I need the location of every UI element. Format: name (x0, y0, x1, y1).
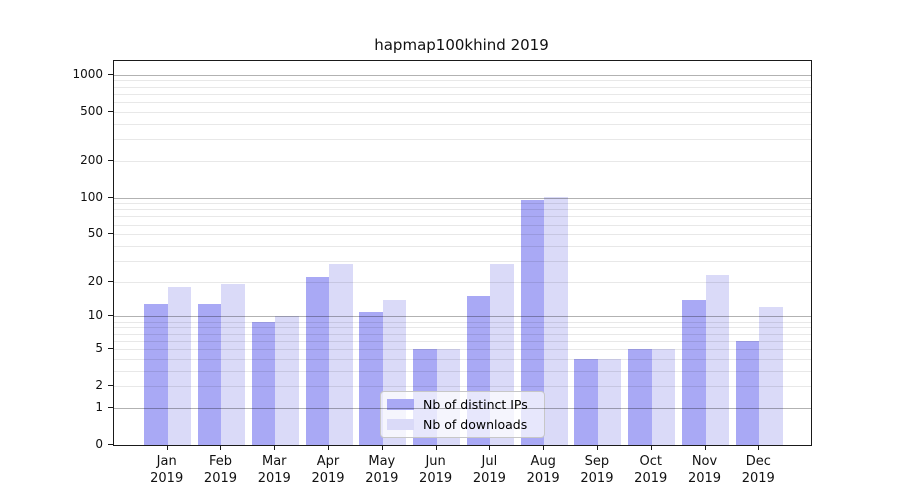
x-tick-mark (489, 445, 491, 450)
y-tick-mark (108, 73, 113, 75)
bar-nb-of-distinct-ips-dec (735, 340, 760, 445)
bar-nb-of-downloads-jan (167, 287, 192, 445)
x-tick-label: Nov 2019 (687, 454, 722, 486)
x-tick-mark (758, 445, 760, 450)
x-tick-label: Aug 2019 (526, 454, 560, 486)
x-tick-label: Oct 2019 (634, 454, 668, 486)
x-tick-label: Jan 2019 (150, 454, 184, 486)
x-tick-label: Mar 2019 (257, 454, 291, 486)
x-tick-mark (328, 445, 330, 450)
x-tick-mark (274, 445, 276, 450)
y-tick-label: 1 (95, 399, 103, 414)
bar-nb-of-downloads-apr (329, 264, 353, 445)
y-tick-mark (108, 444, 113, 445)
legend-label-downloads: Nb of downloads (423, 416, 528, 432)
legend-swatch-downloads (387, 418, 414, 430)
bar-nb-of-distinct-ips-apr (305, 276, 330, 445)
y-tick-mark (108, 196, 113, 198)
y-tick-label: 10 (87, 308, 103, 323)
bar-nb-of-downloads-aug (544, 197, 568, 445)
y-tick-label: 500 (80, 103, 103, 118)
bar-nb-of-downloads-mar (275, 316, 299, 445)
x-tick-label: Jul 2019 (472, 454, 506, 486)
x-tick-mark (435, 445, 437, 450)
legend-label-distinct-ips: Nb of distinct IPs (423, 397, 528, 413)
y-tick-label: 200 (80, 152, 103, 167)
bar-nb-of-distinct-ips-may (359, 311, 383, 445)
legend-row-downloads: Nb of downloads (387, 415, 538, 435)
x-tick-label: Apr 2019 (311, 454, 345, 486)
x-tick-mark (596, 445, 598, 450)
y-tick-mark (108, 406, 113, 408)
y-tick-label: 50 (87, 226, 103, 241)
y-tick-mark (108, 159, 113, 161)
x-tick-mark (381, 445, 383, 450)
x-tick-mark (543, 445, 545, 450)
x-tick-label: Feb 2019 (203, 454, 238, 486)
bar-nb-of-downloads-oct (651, 348, 676, 445)
legend-row-distinct-ips: Nb of distinct IPs (387, 395, 538, 415)
bar-nb-of-downloads-nov (705, 274, 729, 445)
y-tick-mark (108, 385, 113, 387)
y-tick-label: 2 (95, 378, 103, 393)
bar-nb-of-downloads-dec (759, 307, 783, 445)
legend: Nb of distinct IPs Nb of downloads (380, 391, 545, 438)
x-tick-label: Dec 2019 (741, 454, 775, 486)
bar-nb-of-distinct-ips-sep (574, 358, 598, 445)
y-tick-mark (108, 233, 113, 235)
x-tick-mark (220, 445, 222, 450)
bar-nb-of-distinct-ips-nov (682, 299, 706, 445)
y-tick-label: 100 (80, 189, 103, 204)
legend-swatch-distinct-ips (387, 399, 414, 411)
y-tick-mark (108, 347, 113, 349)
plot-area: Nb of distinct IPs Nb of downloads (113, 60, 812, 446)
y-tick-mark (108, 315, 113, 317)
y-tick-mark (108, 110, 113, 112)
x-tick-mark (704, 445, 706, 450)
y-tick-label: 1000 (72, 66, 103, 81)
bar-nb-of-downloads-sep (597, 358, 622, 445)
x-tick-label: Jun 2019 (419, 454, 453, 486)
y-tick-label: 0 (95, 437, 103, 451)
bar-nb-of-distinct-ips-feb (197, 303, 222, 445)
bar-nb-of-downloads-feb (221, 284, 245, 445)
bar-nb-of-distinct-ips-mar (251, 321, 276, 445)
y-tick-label: 20 (87, 273, 103, 288)
x-tick-mark (650, 445, 652, 450)
y-tick-mark (108, 280, 113, 282)
bar-nb-of-distinct-ips-oct (628, 348, 652, 445)
bar-nb-of-distinct-ips-jan (144, 303, 168, 445)
y-tick-label: 5 (95, 340, 103, 355)
bar-nb-of-distinct-ips-aug (520, 199, 545, 445)
x-tick-mark (166, 445, 168, 450)
x-tick-label: Sep 2019 (580, 454, 614, 486)
bars-layer (114, 61, 811, 445)
chart-title: hapmap100khind 2019 (374, 36, 549, 54)
x-tick-label: May 2019 (365, 454, 399, 486)
